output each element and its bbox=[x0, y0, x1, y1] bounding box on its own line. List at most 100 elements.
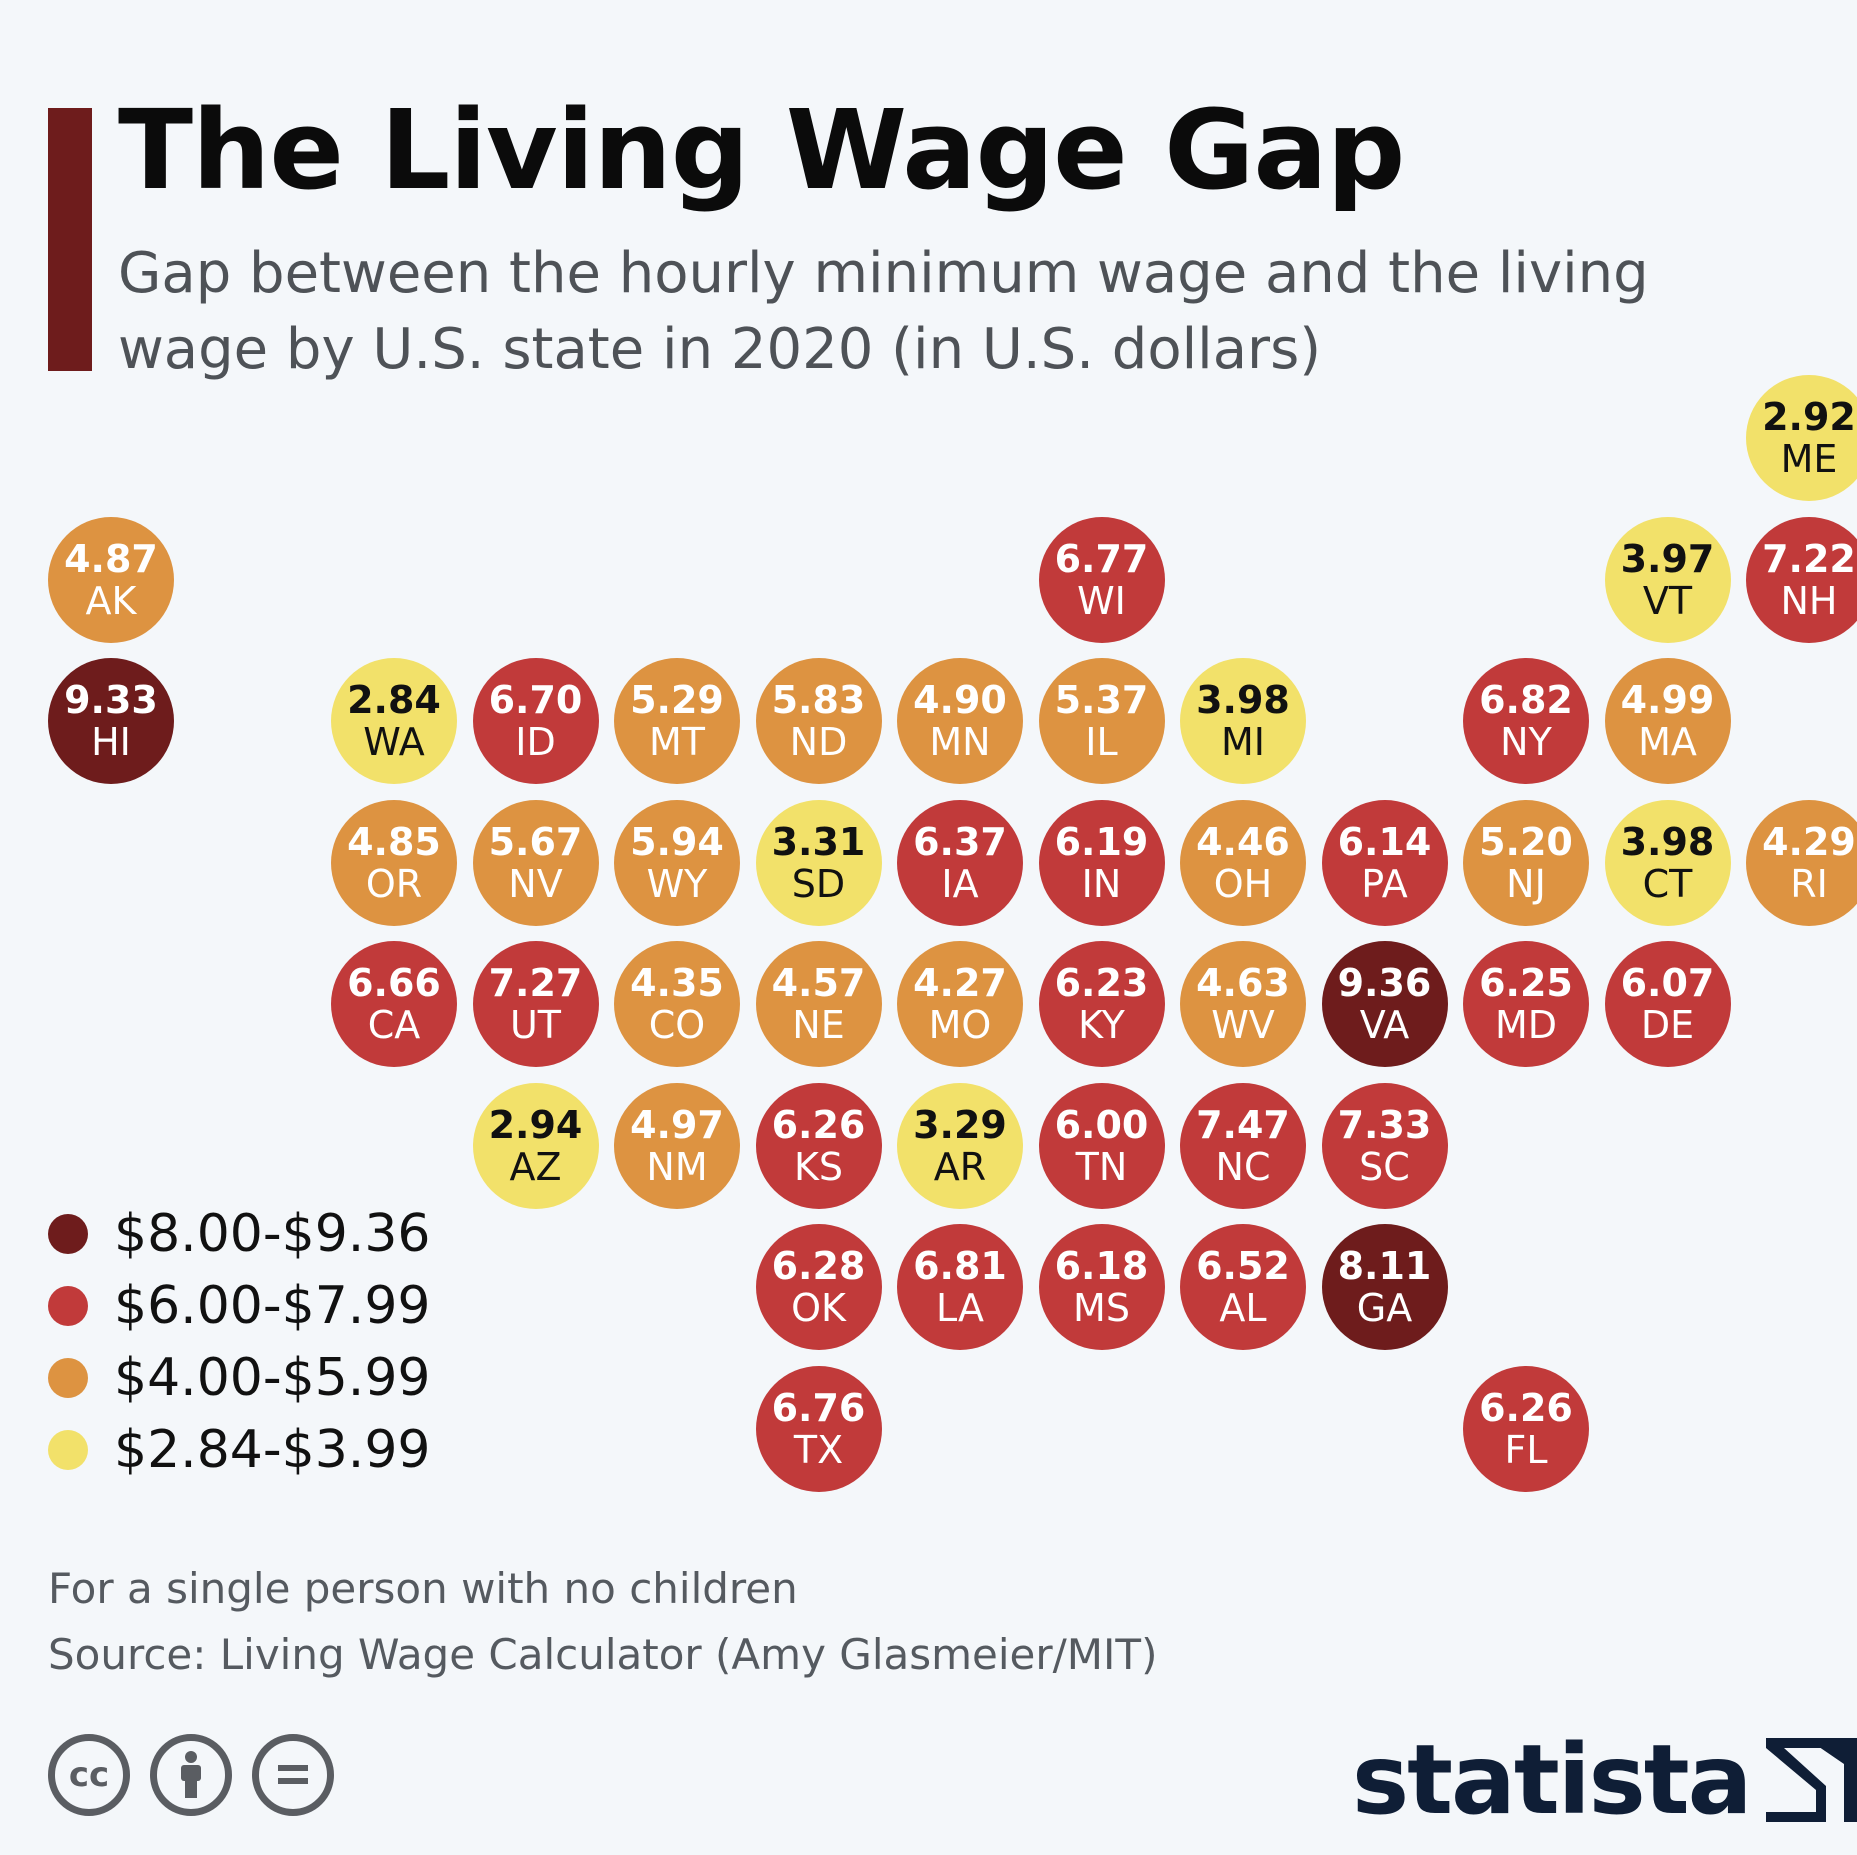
state-value: 6.82 bbox=[1479, 678, 1573, 722]
state-tile-fl: 6.26 FL bbox=[1463, 1365, 1589, 1492]
state-abbr: WA bbox=[363, 720, 425, 764]
state-value: 7.47 bbox=[1196, 1102, 1290, 1147]
state-value: 4.57 bbox=[771, 961, 866, 1005]
state-abbr: MA bbox=[1638, 720, 1697, 764]
state-value: 7.33 bbox=[1337, 1102, 1432, 1147]
state-abbr: AK bbox=[85, 578, 137, 623]
state-value: 8.11 bbox=[1337, 1244, 1432, 1288]
state-tile-nj: 5.20 NJ bbox=[1463, 799, 1589, 926]
state-value: 4.90 bbox=[913, 678, 1007, 722]
state-tile-ca: 6.66 CA bbox=[331, 941, 457, 1067]
state-value: 6.37 bbox=[913, 819, 1007, 864]
no-derivatives-icon[interactable] bbox=[252, 1734, 334, 1816]
state-value: 6.66 bbox=[347, 961, 441, 1005]
legend-swatch bbox=[48, 1430, 88, 1470]
legend-label: $6.00-$7.99 bbox=[114, 1276, 431, 1336]
state-value: 2.92 bbox=[1762, 395, 1856, 439]
state-tile-ma: 4.99 MA bbox=[1604, 658, 1731, 784]
legend-item: $6.00-$7.99 bbox=[48, 1270, 431, 1342]
state-tile-oh: 4.46 OH bbox=[1180, 799, 1306, 926]
legend-swatch bbox=[48, 1286, 88, 1326]
state-abbr: WV bbox=[1211, 1003, 1275, 1047]
state-abbr: MS bbox=[1073, 1286, 1130, 1330]
state-value: 2.84 bbox=[347, 678, 441, 722]
state-tile-pa: 6.14 PA bbox=[1321, 799, 1448, 926]
state-abbr: MO bbox=[928, 1003, 992, 1047]
state-abbr: AR bbox=[933, 1144, 987, 1189]
state-abbr: MI bbox=[1221, 720, 1265, 764]
state-abbr: OK bbox=[791, 1286, 846, 1330]
state-tile-ak: 4.87 AK bbox=[48, 516, 174, 643]
state-tile-va: 9.36 VA bbox=[1321, 941, 1448, 1067]
cc-icon[interactable]: cc bbox=[48, 1734, 130, 1816]
state-abbr: NM bbox=[646, 1144, 708, 1189]
state-tile-ky: 6.23 KY bbox=[1038, 941, 1165, 1067]
state-abbr: CA bbox=[367, 1003, 421, 1047]
state-abbr: HI bbox=[91, 720, 131, 764]
state-tile-nm: 4.97 NM bbox=[614, 1082, 740, 1209]
state-value: 5.67 bbox=[488, 819, 583, 864]
chart-subtitle: Gap between the hourly minimum wage and … bbox=[118, 241, 1649, 382]
state-abbr: VA bbox=[1359, 1003, 1410, 1047]
state-value: 6.25 bbox=[1479, 961, 1573, 1005]
statista-mark-icon bbox=[1766, 1738, 1857, 1822]
statista-logo[interactable]: statista bbox=[1352, 1732, 1857, 1828]
state-value: 3.29 bbox=[913, 1102, 1007, 1147]
state-value: 9.33 bbox=[64, 678, 158, 722]
state-value: 6.00 bbox=[1054, 1102, 1149, 1147]
state-abbr: WI bbox=[1077, 578, 1126, 623]
state-abbr: PA bbox=[1361, 861, 1408, 906]
state-abbr: CO bbox=[648, 1003, 706, 1047]
state-tile-mi: 3.98 MI bbox=[1180, 658, 1306, 784]
state-value: 5.37 bbox=[1054, 678, 1149, 722]
state-abbr: KS bbox=[793, 1144, 844, 1189]
state-value: 6.26 bbox=[1479, 1385, 1573, 1430]
state-abbr: FL bbox=[1504, 1427, 1548, 1472]
state-abbr: MN bbox=[929, 720, 991, 764]
legend-label: $8.00-$9.36 bbox=[114, 1204, 431, 1264]
state-tile-sd: 3.31 SD bbox=[755, 799, 882, 926]
state-abbr: OH bbox=[1213, 861, 1273, 906]
state-value: 5.29 bbox=[630, 678, 724, 722]
state-tile-nc: 7.47 NC bbox=[1180, 1082, 1306, 1209]
state-abbr: AL bbox=[1219, 1286, 1267, 1330]
state-tile-mo: 4.27 MO bbox=[897, 941, 1023, 1067]
state-value: 6.52 bbox=[1196, 1244, 1290, 1288]
state-tile-sc: 7.33 SC bbox=[1321, 1082, 1448, 1209]
state-value: 3.31 bbox=[771, 819, 866, 864]
state-abbr: MD bbox=[1494, 1003, 1558, 1047]
state-abbr: NV bbox=[508, 861, 563, 906]
state-tile-ms: 6.18 MS bbox=[1038, 1224, 1165, 1350]
state-tile-ne: 4.57 NE bbox=[755, 941, 882, 1067]
legend-swatch bbox=[48, 1358, 88, 1398]
state-tile-ri: 4.29 RI bbox=[1746, 799, 1857, 926]
state-value: 6.76 bbox=[771, 1385, 866, 1430]
state-tile-co: 4.35 CO bbox=[614, 941, 740, 1067]
state-abbr: NJ bbox=[1506, 861, 1546, 906]
state-abbr: ME bbox=[1780, 437, 1838, 481]
attribution-icon[interactable] bbox=[150, 1734, 232, 1816]
state-abbr: NC bbox=[1215, 1144, 1271, 1189]
state-tile-al: 6.52 AL bbox=[1180, 1224, 1306, 1350]
state-value: 4.87 bbox=[64, 536, 158, 581]
state-value: 9.36 bbox=[1337, 961, 1432, 1005]
brand-wordmark: statista bbox=[1352, 1724, 1752, 1836]
state-abbr: RI bbox=[1790, 861, 1828, 906]
state-tile-az: 2.94 AZ bbox=[472, 1082, 599, 1209]
legend-item: $2.84-$3.99 bbox=[48, 1414, 431, 1486]
state-tile-ok: 6.28 OK bbox=[755, 1224, 882, 1350]
state-tile-nv: 5.67 NV bbox=[472, 799, 599, 926]
state-value: 4.27 bbox=[913, 961, 1007, 1005]
license-icons: cc bbox=[48, 1734, 334, 1816]
state-abbr: VT bbox=[1642, 578, 1693, 623]
state-value: 4.46 bbox=[1196, 819, 1290, 864]
state-abbr: SC bbox=[1359, 1144, 1410, 1189]
state-abbr: IN bbox=[1081, 861, 1122, 906]
state-tile-wy: 5.94 WY bbox=[614, 799, 740, 926]
state-tile-mn: 4.90 MN bbox=[897, 658, 1023, 784]
state-tile-in: 6.19 IN bbox=[1038, 799, 1165, 926]
state-value: 5.83 bbox=[771, 678, 866, 722]
state-tile-tn: 6.00 TN bbox=[1038, 1082, 1165, 1209]
state-tile-nd: 5.83 ND bbox=[755, 658, 882, 784]
legend-swatch bbox=[48, 1214, 88, 1254]
